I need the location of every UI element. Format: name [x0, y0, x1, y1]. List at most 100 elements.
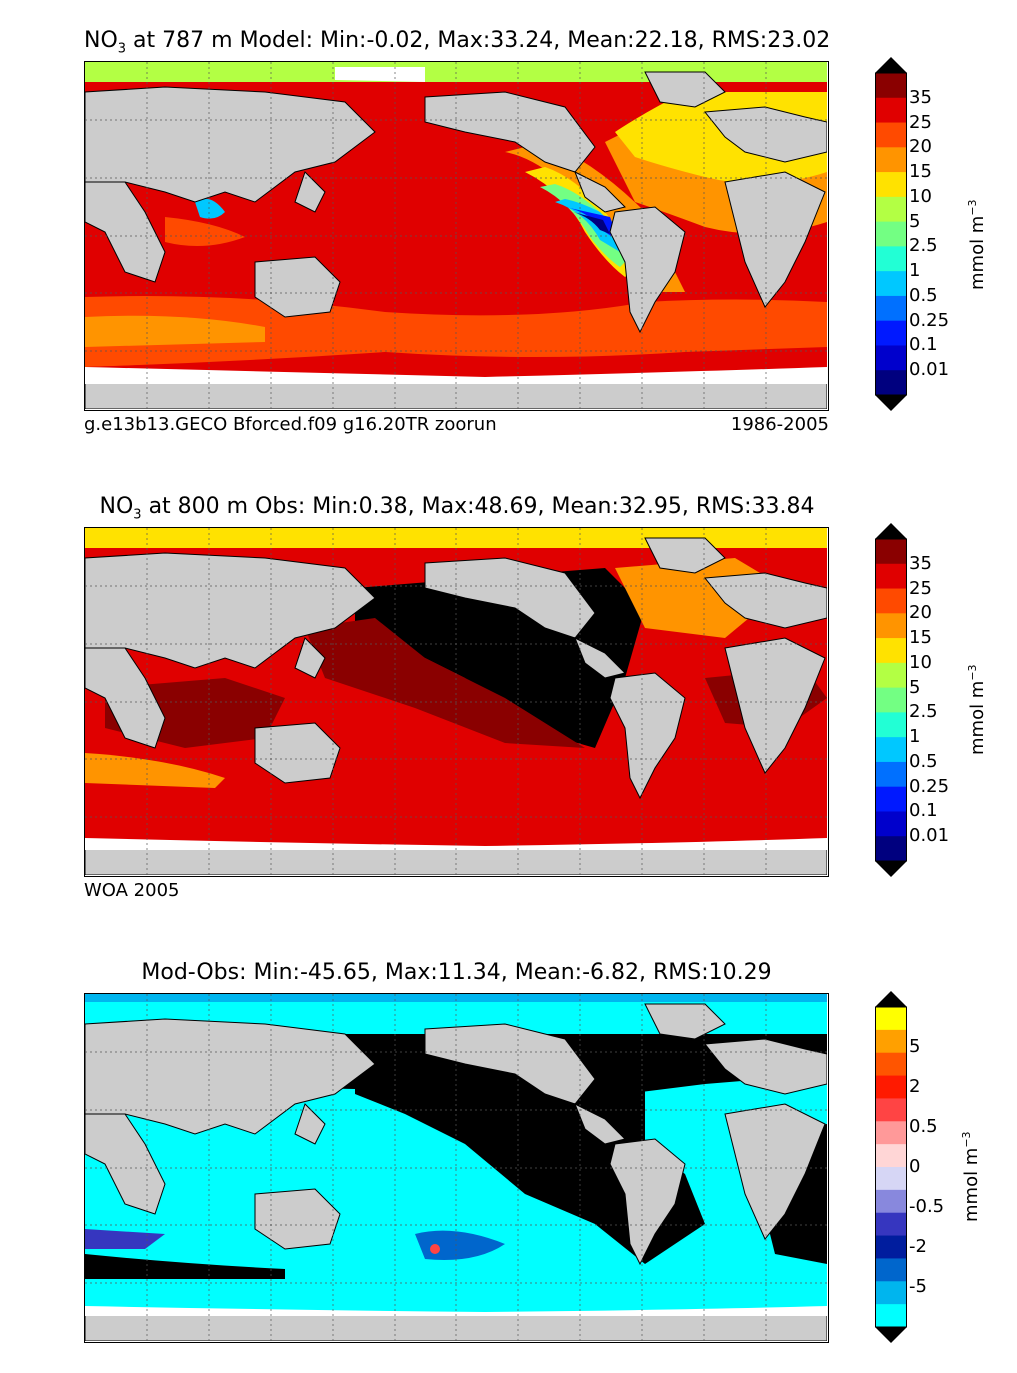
- panel1-caption-right: 1986-2005: [730, 414, 829, 435]
- colorbar-tick-label: -5: [909, 1276, 927, 1297]
- panel1-title-prefix: NO: [84, 28, 118, 53]
- colorbar-segment: [875, 320, 907, 346]
- panel2-title: NO3 at 800 m Obs: Min:0.38, Max:48.69, M…: [42, 494, 872, 522]
- colorbar-tick-label: 2: [909, 1076, 921, 1097]
- arctic-band: [85, 994, 827, 1002]
- panel2-map-svg: [85, 528, 827, 875]
- colorbar-segment: [875, 1304, 907, 1328]
- bob-low: [195, 198, 225, 219]
- colorbar-tick-label: 10: [909, 185, 932, 207]
- colorbar-extend-min: [875, 395, 907, 411]
- panel2-title-sub: 3: [133, 507, 142, 523]
- panel3-title-text: Mod-Obs: Min:-45.65, Max:11.34, Mean:-6.…: [141, 960, 772, 985]
- colorbar-tick-label: 1: [909, 726, 921, 748]
- colorbar-segment: [875, 737, 907, 763]
- panel2-units-sup: −3: [966, 664, 979, 681]
- colorbar-segment: [875, 147, 907, 173]
- epac-cyan: [555, 199, 625, 252]
- panel3-colorbar-label: mmol m−3: [960, 1131, 982, 1222]
- colorbar-segment: [875, 712, 907, 738]
- colorbar-tick-label: 25: [909, 577, 932, 599]
- colorbar-segment: [875, 246, 907, 272]
- colorbar-tick-label: 5: [909, 210, 921, 232]
- colorbar-segment: [875, 638, 907, 664]
- colorbar-tick-label: 2.5: [909, 701, 938, 723]
- colorbar-extend-max: [875, 523, 907, 539]
- panel3-units-text: mmol m: [961, 1147, 982, 1222]
- colorbar-tick-label: 15: [909, 627, 932, 649]
- io-blue: [85, 1229, 165, 1249]
- ice-north: [335, 67, 425, 82]
- colorbar-segment: [875, 97, 907, 124]
- panel2-title-text: at 800 m Obs: Min:0.38, Max:48.69, Mean:…: [141, 494, 815, 519]
- panel1-map: [84, 61, 829, 411]
- panel1-colorbar-label: mmol m−3: [966, 199, 988, 290]
- colorbar-tick-label: 0.25: [909, 309, 950, 331]
- colorbar-segment: [875, 1258, 907, 1282]
- panel2-caption-left: WOA 2005: [84, 880, 180, 901]
- spac-red-dot: [430, 1244, 440, 1254]
- colorbar-segment: [875, 1212, 907, 1237]
- panel3-units-sup: −3: [960, 1131, 973, 1148]
- continents: [85, 537, 827, 875]
- colorbar-tick-label: 0.1: [909, 800, 938, 822]
- colorbar-extend-max: [875, 57, 907, 73]
- panel1-title-text: at 787 m Model: Min:-0.02, Max:33.24, Me…: [126, 28, 831, 53]
- ice-south: [85, 367, 827, 384]
- colorbar-segment: [875, 613, 907, 639]
- colorbar-segment: [875, 295, 907, 322]
- panel1-units-text: mmol m: [967, 215, 988, 290]
- colorbar-segment: [875, 1007, 907, 1031]
- gridlines: [85, 62, 827, 409]
- panel2-map: [84, 527, 829, 877]
- io-orange: [85, 753, 225, 788]
- colorbar-tick-label: 35: [909, 86, 932, 108]
- continents: [85, 1003, 827, 1341]
- colorbar-segment: [875, 1144, 907, 1168]
- colorbar-segment: [875, 345, 907, 371]
- colorbar-tick-label: 25: [909, 111, 932, 133]
- panel3-colorbar: [875, 991, 907, 1343]
- colorbar-tick-label: 0.5: [909, 1116, 938, 1137]
- colorbar-segment: [875, 588, 907, 614]
- continents: [85, 71, 827, 409]
- colorbar-tick-label: 10: [909, 651, 932, 673]
- colorbar-tick-label: 0.5: [909, 750, 938, 772]
- colorbar-segment: [875, 563, 907, 590]
- colorbar-segment: [875, 122, 907, 148]
- pac-dark: [305, 618, 585, 748]
- south-black: [85, 1254, 285, 1279]
- io-orange: [165, 217, 245, 246]
- colorbar-tick-label: 0.1: [909, 334, 938, 356]
- colorbar-tick-label: 2.5: [909, 235, 938, 257]
- colorbar-segment: [875, 221, 907, 247]
- colorbar-tick-label: 20: [909, 602, 932, 624]
- colorbar-tick-label: 35: [909, 552, 932, 574]
- colorbar-tick-label: 1: [909, 260, 921, 282]
- colorbar-segment: [875, 1029, 907, 1054]
- colorbar-segment: [875, 73, 907, 99]
- colorbar-extend-min: [875, 1327, 907, 1343]
- colorbar-segment: [875, 687, 907, 713]
- epac-core: [573, 212, 610, 234]
- colorbar-segment: [875, 1121, 907, 1145]
- colorbar-segment: [875, 811, 907, 837]
- colorbar-frame: [875, 72, 907, 396]
- panel2-colorbar-label: mmol m−3: [966, 664, 988, 755]
- colorbar-segment: [875, 836, 907, 862]
- colorbar-tick-label: 0.01: [909, 825, 950, 847]
- colorbar-segment: [875, 786, 907, 812]
- ice-south: [85, 838, 827, 850]
- colorbar-segment: [875, 1281, 907, 1305]
- colorbar-tick-label: 0: [909, 1156, 921, 1177]
- panel3-title: Mod-Obs: Min:-45.65, Max:11.34, Mean:-6.…: [84, 960, 829, 985]
- colorbar-frame: [875, 538, 907, 862]
- colorbar-tick-label: 0.5: [909, 284, 938, 306]
- colorbar-tick-label: 15: [909, 161, 932, 183]
- colorbar-segment: [875, 761, 907, 788]
- colorbar-tick-label: 0.25: [909, 775, 950, 797]
- colorbar-segment: [875, 539, 907, 565]
- panel1-units-sup: −3: [966, 199, 979, 216]
- colorbar-segment: [875, 196, 907, 223]
- colorbar-tick-label: 0.01: [909, 359, 950, 381]
